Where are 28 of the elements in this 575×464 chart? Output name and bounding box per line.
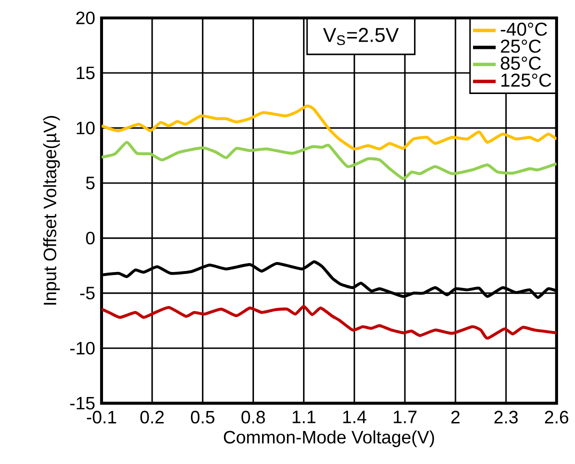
legend-label: 125°C bbox=[501, 74, 552, 87]
line-series bbox=[102, 104, 557, 150]
y-tick-label: -15 bbox=[70, 397, 95, 410]
x-tick-label: 2.6 bbox=[545, 410, 568, 424]
x-tick-label: 2.3 bbox=[494, 410, 518, 424]
legend-label: 25°C bbox=[500, 40, 541, 53]
y-tick-label: 10 bbox=[76, 122, 95, 134]
x-tick-label: 0.2 bbox=[140, 410, 164, 424]
y-tick-label: -5 bbox=[80, 286, 95, 300]
x-tick-label: 2 bbox=[451, 410, 460, 424]
legend-label: -40°C bbox=[500, 22, 548, 36]
x-tick-label: 0.8 bbox=[241, 410, 265, 424]
y-tick-label: 0 bbox=[86, 232, 95, 244]
annotation: V$_{S}$=2.5V bbox=[323, 28, 399, 46]
y-axis-title: Input Offset Voltage(µV) bbox=[43, 116, 60, 305]
x-tick-label: 1.7 bbox=[394, 410, 416, 424]
y-tick-label: 5 bbox=[86, 176, 95, 190]
x-tick-label: -0.1 bbox=[86, 410, 116, 424]
line-series bbox=[102, 140, 557, 180]
y-tick-label: 15 bbox=[76, 66, 95, 80]
x-tick-label: 0.5 bbox=[190, 410, 214, 424]
x-tick-label: 1.4 bbox=[343, 410, 366, 424]
x-axis-title: Common-Mode Voltage(V) bbox=[224, 430, 434, 448]
y-tick-label: 20 bbox=[76, 12, 95, 24]
line-series bbox=[102, 304, 557, 340]
y-tick-label: -10 bbox=[70, 342, 95, 355]
x-tick-label: 1.1 bbox=[292, 410, 316, 424]
legend-label: 85°C bbox=[500, 56, 541, 70]
